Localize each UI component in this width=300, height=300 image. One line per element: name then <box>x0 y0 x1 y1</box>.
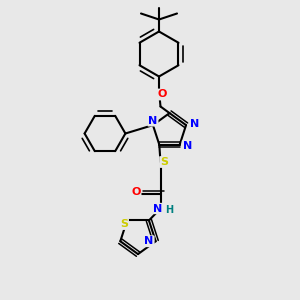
Text: H: H <box>165 205 174 215</box>
Text: N: N <box>190 118 199 129</box>
Text: O: O <box>131 187 141 197</box>
Text: S: S <box>160 157 168 167</box>
Text: N: N <box>145 236 154 246</box>
Text: N: N <box>183 141 192 151</box>
Text: O: O <box>157 89 167 100</box>
Text: S: S <box>120 219 128 229</box>
Text: N: N <box>148 116 158 126</box>
Text: N: N <box>154 203 163 214</box>
